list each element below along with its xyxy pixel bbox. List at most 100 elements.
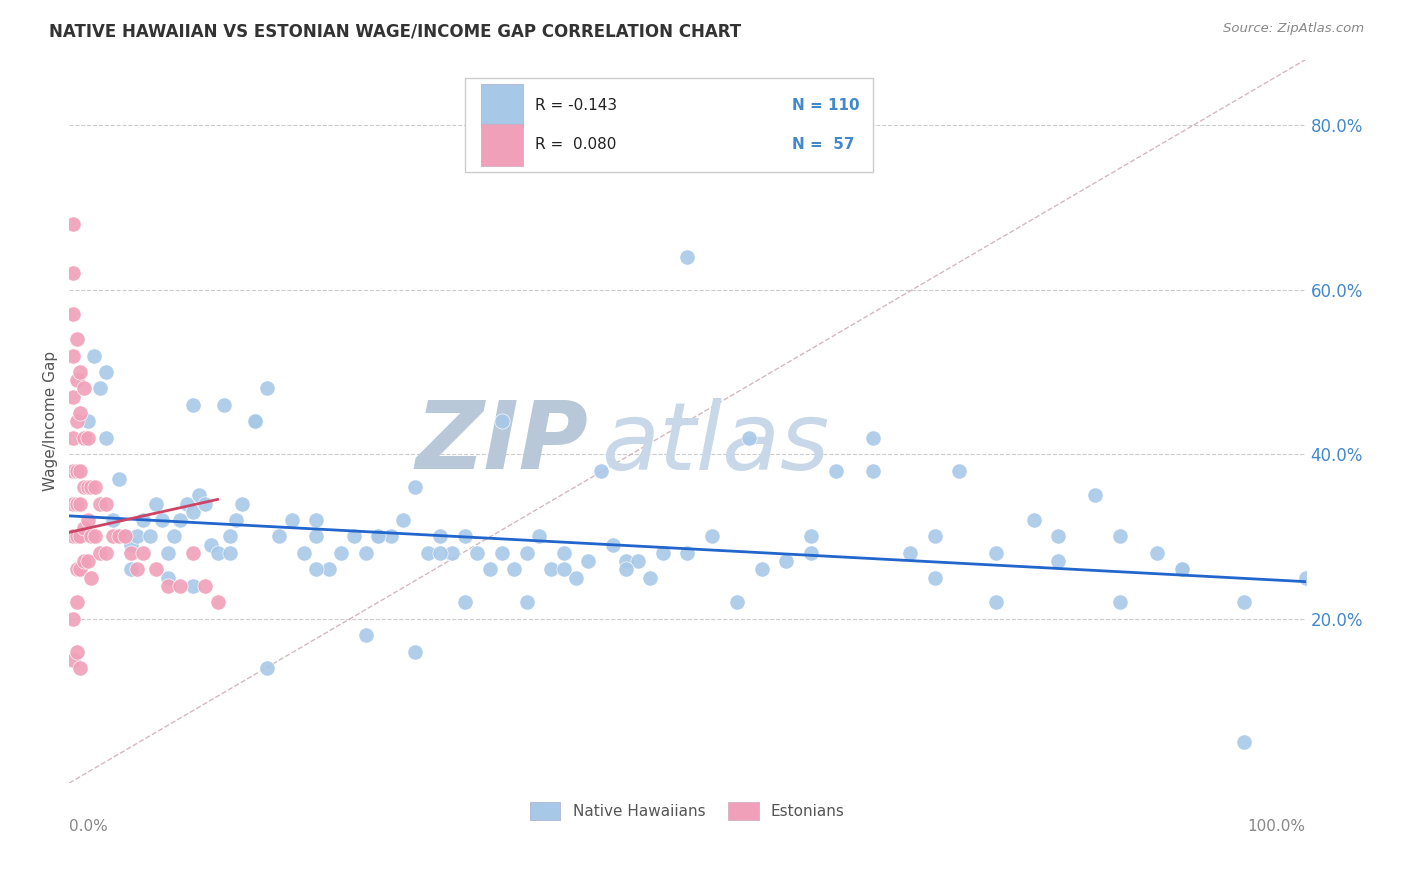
Point — [503, 562, 526, 576]
Point — [256, 661, 278, 675]
Point — [1047, 529, 1070, 543]
Point — [101, 513, 124, 527]
Point — [181, 546, 204, 560]
Point — [1295, 570, 1317, 584]
Point — [69, 497, 91, 511]
Point — [800, 546, 823, 560]
Point — [207, 546, 229, 560]
Point — [924, 570, 946, 584]
Point — [83, 349, 105, 363]
Point — [66, 497, 89, 511]
Point — [96, 431, 118, 445]
Y-axis label: Wage/Income Gap: Wage/Income Gap — [44, 351, 58, 491]
Point — [219, 546, 242, 560]
Point — [392, 513, 415, 527]
Point — [69, 464, 91, 478]
Point — [404, 480, 426, 494]
Point — [76, 431, 98, 445]
Point — [150, 513, 173, 527]
Point — [256, 381, 278, 395]
Point — [62, 497, 84, 511]
Point — [73, 554, 96, 568]
Point — [441, 546, 464, 560]
Point — [465, 546, 488, 560]
Text: Source: ZipAtlas.com: Source: ZipAtlas.com — [1223, 22, 1364, 36]
Point — [80, 570, 103, 584]
Point — [491, 414, 513, 428]
Text: N = 110: N = 110 — [793, 98, 860, 112]
Point — [132, 546, 155, 560]
Point — [281, 513, 304, 527]
Point — [676, 250, 699, 264]
Point — [700, 529, 723, 543]
Point — [1109, 595, 1132, 609]
Point — [640, 570, 662, 584]
Point — [107, 472, 129, 486]
Point — [66, 414, 89, 428]
Point — [898, 546, 921, 560]
Point — [169, 579, 191, 593]
Point — [565, 570, 588, 584]
Point — [69, 562, 91, 576]
Point — [157, 546, 180, 560]
Point — [69, 529, 91, 543]
Point — [367, 529, 389, 543]
Point — [62, 464, 84, 478]
Point — [540, 562, 562, 576]
Point — [986, 546, 1008, 560]
Point — [69, 661, 91, 675]
Point — [725, 595, 748, 609]
Point — [416, 546, 439, 560]
Point — [62, 266, 84, 280]
Point — [948, 464, 970, 478]
Point — [73, 521, 96, 535]
Point — [212, 398, 235, 412]
Point — [738, 431, 761, 445]
Point — [602, 538, 624, 552]
Point — [169, 513, 191, 527]
Point — [454, 595, 477, 609]
Point — [380, 529, 402, 543]
Point — [66, 464, 89, 478]
Point — [516, 595, 538, 609]
Point — [775, 554, 797, 568]
Point — [101, 529, 124, 543]
Point — [824, 464, 846, 478]
Point — [454, 529, 477, 543]
Point — [354, 628, 377, 642]
Point — [924, 529, 946, 543]
Point — [1233, 595, 1256, 609]
Text: NATIVE HAWAIIAN VS ESTONIAN WAGE/INCOME GAP CORRELATION CHART: NATIVE HAWAIIAN VS ESTONIAN WAGE/INCOME … — [49, 22, 741, 40]
Point — [96, 546, 118, 560]
Point — [132, 513, 155, 527]
Point — [62, 529, 84, 543]
Point — [627, 554, 650, 568]
Point — [181, 505, 204, 519]
Point — [1109, 529, 1132, 543]
Point — [80, 480, 103, 494]
Point — [62, 308, 84, 322]
Point — [76, 554, 98, 568]
Point — [69, 365, 91, 379]
Point — [862, 464, 884, 478]
Point — [578, 554, 600, 568]
Point — [138, 529, 160, 543]
Point — [66, 529, 89, 543]
Text: atlas: atlas — [600, 398, 830, 489]
Point — [986, 595, 1008, 609]
Point — [76, 513, 98, 527]
Point — [516, 546, 538, 560]
Point — [318, 562, 340, 576]
Point — [305, 529, 328, 543]
Point — [553, 562, 575, 576]
Point — [491, 546, 513, 560]
Text: 100.0%: 100.0% — [1247, 819, 1306, 834]
Point — [73, 381, 96, 395]
Point — [62, 431, 84, 445]
Point — [614, 554, 637, 568]
Point — [367, 529, 389, 543]
Point — [1084, 488, 1107, 502]
Point — [800, 529, 823, 543]
Point — [1233, 735, 1256, 749]
Point — [188, 488, 211, 502]
